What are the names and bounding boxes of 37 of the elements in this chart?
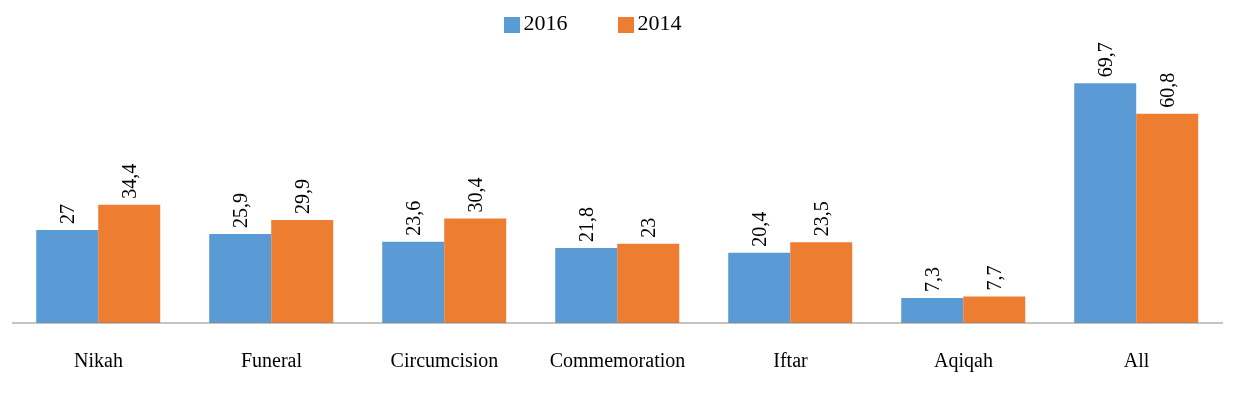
x-tick-label: All	[1123, 349, 1150, 372]
data-label: 20,4	[748, 211, 771, 247]
bar	[444, 218, 507, 323]
bar	[1074, 83, 1137, 323]
data-label: 34,4	[118, 163, 141, 199]
bar	[1136, 113, 1199, 323]
data-label: 21,8	[575, 206, 598, 242]
x-tick-label: Aqiqah	[934, 349, 993, 373]
data-label: 30,4	[464, 177, 487, 213]
x-tick-label: Commemoration	[549, 349, 686, 372]
bar	[555, 247, 618, 323]
bar	[901, 297, 964, 323]
x-tick-label: Circumcision	[390, 349, 499, 372]
bar	[36, 230, 99, 323]
data-label: 23,5	[810, 201, 833, 237]
bar	[382, 241, 445, 323]
data-label: 60,8	[1156, 72, 1179, 108]
data-label: 7,3	[921, 266, 944, 292]
bar	[790, 242, 853, 323]
data-label: 23	[637, 217, 660, 238]
data-label: 29,9	[291, 179, 314, 215]
data-label: 27	[56, 204, 79, 225]
data-label: 69,7	[1094, 42, 1117, 78]
legend-label: 2016	[523, 10, 568, 35]
data-label: 25,9	[229, 192, 252, 228]
x-tick-label: Funeral	[240, 349, 303, 372]
x-tick-label: Iftar	[773, 349, 809, 372]
bar	[271, 220, 334, 323]
bar	[963, 296, 1026, 323]
bar	[728, 252, 791, 323]
data-label: 23,6	[402, 200, 425, 236]
data-label: 7,7	[983, 265, 1006, 291]
bar	[617, 243, 680, 323]
legend-label: 2014	[637, 10, 682, 35]
bar	[98, 204, 161, 323]
x-tick-label: Nikah	[74, 349, 123, 372]
bar	[209, 233, 272, 323]
